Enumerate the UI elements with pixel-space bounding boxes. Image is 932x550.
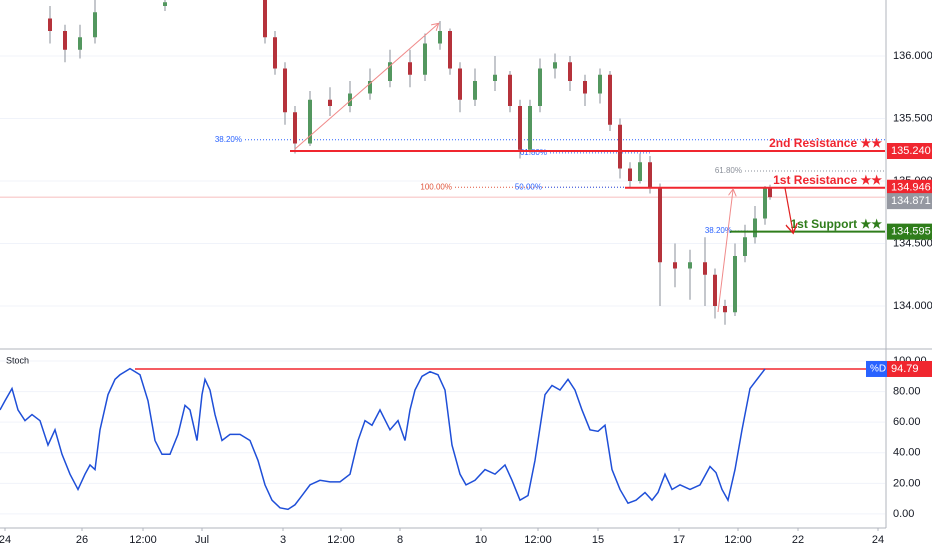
candle-body [283, 68, 287, 113]
stoch-line [0, 367, 766, 511]
candle-body [598, 74, 602, 94]
candle-body [448, 31, 452, 69]
trend-arrow [717, 190, 733, 313]
candle-body [723, 306, 727, 313]
candle-body [553, 62, 557, 69]
candle-body [163, 2, 167, 6]
candle-body [48, 18, 52, 31]
level-name: 1st Support ★★ [790, 217, 882, 231]
y-tick-label: 20.00 [893, 477, 921, 489]
candle-body [753, 218, 757, 238]
x-tick-label: 26 [76, 534, 88, 546]
candle-body [538, 68, 542, 106]
candle-body [473, 81, 477, 100]
last-value-label: 94.79 [891, 363, 919, 375]
level-value-label: 134.595 [891, 226, 931, 238]
indicator-title: Stoch [6, 355, 29, 365]
candle-body [733, 256, 737, 313]
level-value-label-box [887, 223, 932, 240]
y-tick-label: 0.00 [893, 508, 914, 520]
candle-body [388, 62, 392, 81]
series-name: %D [870, 364, 886, 375]
level-name: 2nd Resistance ★★ [769, 136, 882, 150]
candle-body [608, 74, 612, 125]
fib-label: 61.80% [520, 148, 547, 157]
x-tick-label: 17 [673, 534, 685, 546]
candle-body [293, 112, 297, 144]
level-value-label: 135.240 [891, 145, 931, 157]
candle-body [63, 31, 67, 50]
x-tick-label: 12:00 [129, 534, 157, 546]
last-value-label-box [887, 360, 932, 377]
x-tick-label: 24 [872, 534, 884, 546]
candle-body [263, 0, 267, 38]
x-tick-label: 15 [592, 534, 604, 546]
candle-body [528, 106, 532, 150]
candle-body [273, 37, 277, 69]
candle-body [768, 187, 772, 198]
level-name: 1st Resistance ★★ [773, 173, 882, 187]
candle-body [518, 106, 522, 150]
candle-body [703, 262, 707, 275]
candle-body [713, 274, 717, 306]
candle-body [638, 162, 642, 181]
candle-body [458, 68, 462, 100]
fib-label: 100.00% [420, 182, 452, 191]
level-value-label-box [887, 143, 932, 159]
candle-body [328, 99, 332, 106]
candle-body [673, 262, 677, 269]
candle-body [583, 81, 587, 94]
x-tick-label: 3 [280, 534, 286, 546]
candle-body [688, 262, 692, 269]
candle-body [743, 237, 747, 256]
y-tick-label: 134.500 [893, 237, 932, 249]
trend-arrow [294, 24, 438, 150]
current-price-label-box [887, 193, 932, 210]
candle-body [93, 12, 97, 38]
x-tick-label: 10 [475, 534, 487, 546]
x-tick-label: 24 [0, 534, 11, 546]
x-tick-label: 8 [397, 534, 403, 546]
candle-body [658, 187, 662, 263]
fib-label: 38.20% [215, 135, 242, 144]
series-name-box [866, 360, 887, 377]
y-tick-label: 135.500 [893, 112, 932, 124]
candle-body [568, 62, 572, 81]
projection-arrow [784, 187, 793, 232]
candle-body [648, 162, 652, 188]
fib-label: 61.80% [715, 166, 742, 175]
candle-body [508, 74, 512, 106]
x-tick-label: 12:00 [327, 534, 355, 546]
x-tick-label: 12:00 [724, 534, 752, 546]
candle-body [628, 168, 632, 181]
candle-body [438, 31, 442, 44]
y-tick-label: 40.00 [893, 447, 921, 459]
level-value-label: 134.946 [891, 182, 931, 194]
candle-body [368, 81, 372, 94]
y-tick-label: 80.00 [893, 386, 921, 398]
x-tick-label: Jul [195, 534, 209, 546]
y-tick-label: 134.000 [893, 300, 932, 312]
fib-label: 50.00% [515, 182, 542, 191]
y-tick-label: 136.000 [893, 50, 932, 62]
candle-body [618, 124, 622, 169]
candle-body [348, 93, 352, 106]
level-value-label-box [887, 179, 932, 196]
current-price-label: 134.871 [891, 195, 931, 207]
candle-body [308, 99, 312, 144]
candle-body [763, 187, 767, 219]
candle-body [493, 74, 497, 81]
y-tick-label: 60.00 [893, 416, 921, 428]
candle-body [423, 43, 427, 75]
x-tick-label: 12:00 [524, 534, 552, 546]
candle-body [78, 37, 82, 50]
candle-body [408, 62, 412, 75]
fib-label: 38.20% [705, 226, 732, 235]
x-tick-label: 22 [792, 534, 804, 546]
